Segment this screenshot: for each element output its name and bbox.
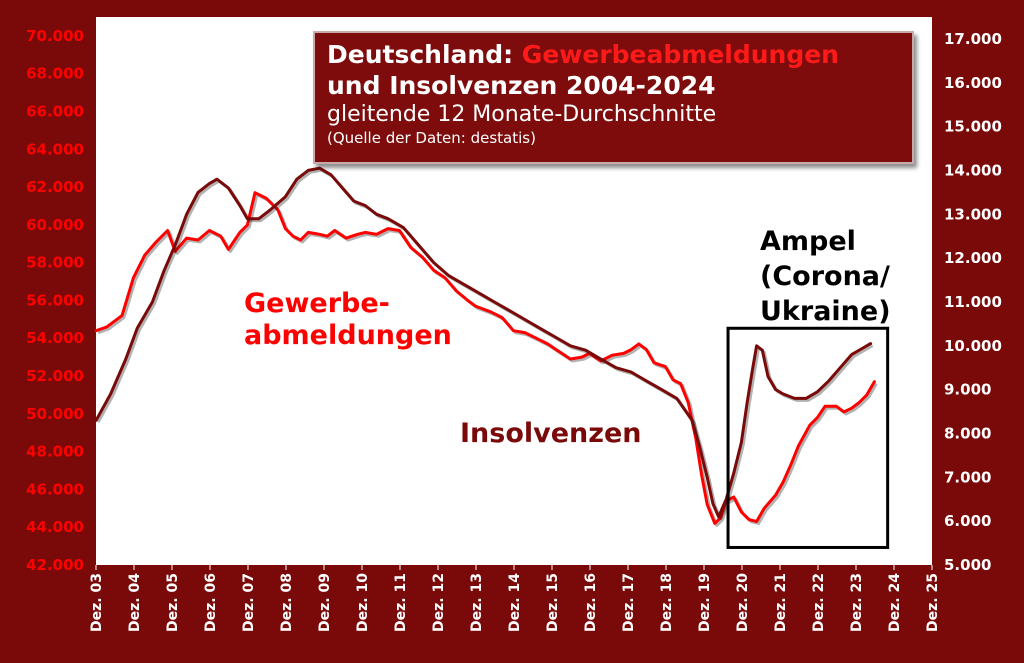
y-right-tick-label: 9.000 xyxy=(944,381,991,399)
y-right-tick-label: 8.000 xyxy=(944,424,991,442)
series-line-gewerbeabmeldungen xyxy=(94,191,876,525)
y-right-tick-label: 11.000 xyxy=(944,293,1002,311)
series-layer xyxy=(94,166,878,527)
annotation-ampel-line3: Ukraine) xyxy=(760,296,891,327)
x-tick-label: Dez. 07 xyxy=(241,573,257,632)
y-right-tick-label: 7.000 xyxy=(944,468,991,486)
y-left-tick-label: 60.000 xyxy=(26,216,84,234)
y-right-tick-label: 17.000 xyxy=(944,30,1002,48)
x-tick-label: Dez. 23 xyxy=(849,573,865,632)
y-right-tick-label: 6.000 xyxy=(944,512,991,530)
x-tick-label: Dez. 14 xyxy=(507,573,523,632)
y-right-tick-label: 12.000 xyxy=(944,249,1002,267)
y-left-tick-label: 56.000 xyxy=(26,291,84,309)
y-right-tick-label: 14.000 xyxy=(944,161,1002,179)
x-axis: Dez. 03 Dez. 04 Dez. 05 Dez. 06 Dez. 07 Dez. … xyxy=(89,565,941,632)
y-left-tick-label: 64.000 xyxy=(26,140,84,158)
annotation-gewerbeabmeldungen: Gewerbe- abmeldungen xyxy=(244,288,452,352)
x-tick-label: Dez. 22 xyxy=(811,573,827,632)
y-left-tick-label: 50.000 xyxy=(26,405,84,423)
y-left-tick-label: 54.000 xyxy=(26,329,84,347)
chart-subtitle: gleitende 12 Monate-Durchschnitte xyxy=(327,102,717,127)
chart-title-box: Deutschland: Gewerbeabmeldungen und Inso… xyxy=(313,31,914,164)
x-tick-label: Dez. 08 xyxy=(279,573,295,632)
ampel-box-layer xyxy=(726,326,890,549)
x-tick-label: Dez. 17 xyxy=(621,573,637,632)
title-prefix: Deutschland: xyxy=(327,40,522,69)
chart-source: (Quelle der Daten: destatis) xyxy=(327,129,536,147)
x-tick-label: Dez. 12 xyxy=(431,573,447,632)
y-left-tick-label: 66.000 xyxy=(26,102,84,120)
left-axis: 42.000 44.000 46.000 48.000 50.000 52.000 54.0… xyxy=(26,27,84,574)
annotation-ampel-line2: (Corona/ xyxy=(760,261,890,292)
x-tick-label: Dez. 11 xyxy=(393,573,409,632)
y-left-tick-label: 48.000 xyxy=(26,443,84,461)
y-left-tick-label: 44.000 xyxy=(26,518,84,536)
x-tick-label: Dez. 25 xyxy=(925,573,941,632)
y-left-tick-label: 52.000 xyxy=(26,367,84,385)
chart-title-line1: Deutschland: Gewerbeabmeldungen xyxy=(327,39,902,70)
ampel-highlight-box xyxy=(726,326,890,549)
y-right-tick-label: 10.000 xyxy=(944,337,1002,355)
annotation-ampel: Ampel (Corona/ Ukraine) xyxy=(760,224,891,329)
x-tick-label: Dez. 09 xyxy=(317,573,333,632)
title-highlight: Gewerbeabmeldungen xyxy=(521,40,839,69)
x-tick-label: Dez. 19 xyxy=(697,573,713,632)
y-right-tick-label: 13.000 xyxy=(944,205,1002,223)
series-line-insolvenzen xyxy=(94,166,873,519)
annotation-insolvenzen: Insolvenzen xyxy=(460,418,642,449)
x-tick-label: Dez. 06 xyxy=(203,573,219,632)
y-left-tick-label: 68.000 xyxy=(26,65,84,83)
y-left-tick-label: 70.000 xyxy=(26,27,84,45)
x-tick-label: Dez. 04 xyxy=(127,573,143,632)
x-tick-label: Dez. 03 xyxy=(89,573,105,632)
x-tick-label: Dez. 21 xyxy=(773,573,789,632)
y-left-tick-label: 42.000 xyxy=(26,556,84,574)
annotation-gewerbe-line2: abmeldungen xyxy=(244,320,452,351)
y-right-tick-label: 16.000 xyxy=(944,74,1002,92)
x-tick-label: Dez. 24 xyxy=(887,573,903,632)
y-left-tick-label: 62.000 xyxy=(26,178,84,196)
right-axis: 5.000 6.000 7.000 8.000 9.000 10.000 11.000 12.… xyxy=(944,30,1002,574)
y-left-tick-label: 58.000 xyxy=(26,254,84,272)
x-tick-label: Dez. 05 xyxy=(165,573,181,632)
annotation-gewerbe-line1: Gewerbe- xyxy=(244,288,390,319)
x-tick-label: Dez. 13 xyxy=(469,573,485,632)
x-tick-label: Dez. 10 xyxy=(355,573,371,632)
y-left-tick-label: 46.000 xyxy=(26,480,84,498)
chart-title-line2: und Insolvenzen 2004-2024 xyxy=(327,71,716,100)
x-tick-label: Dez. 18 xyxy=(659,573,675,632)
x-tick-label: Dez. 20 xyxy=(735,573,751,632)
y-right-tick-label: 5.000 xyxy=(944,556,991,574)
y-right-tick-label: 15.000 xyxy=(944,118,1002,136)
x-tick-label: Dez. 15 xyxy=(545,573,561,632)
x-tick-label: Dez. 16 xyxy=(583,573,599,632)
annotation-ampel-line1: Ampel xyxy=(760,226,856,257)
